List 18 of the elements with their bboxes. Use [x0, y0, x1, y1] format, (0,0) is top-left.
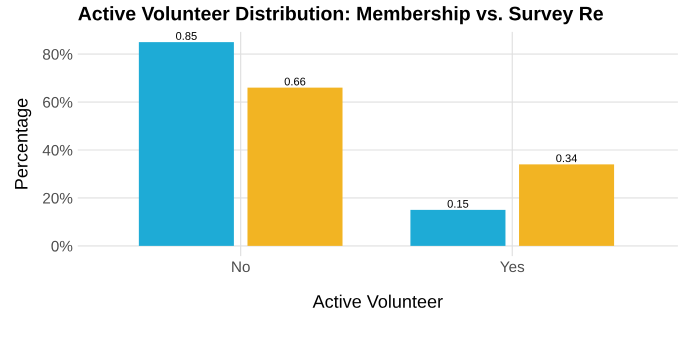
x-tick-label: No	[232, 262, 250, 272]
y-tick-label: 40%	[42, 144, 72, 156]
y-tick-label: 20%	[43, 192, 72, 204]
bar	[410, 210, 506, 246]
x-tick-label: Yes	[500, 262, 524, 272]
bar	[519, 164, 614, 246]
data-label: 0.34	[556, 154, 578, 162]
data-label: 0.85	[176, 32, 197, 40]
x-axis-title: Active Volunteer	[312, 294, 443, 308]
y-axis-title: Percentage	[15, 98, 32, 189]
y-tick-label: 0%	[51, 240, 72, 252]
y-tick-label: 60%	[43, 96, 72, 108]
data-label: 0.66	[284, 78, 306, 86]
data-label: 0.15	[448, 200, 468, 208]
chart-title: Active Volunteer Distribution: Membership vs. Survey Re	[78, 6, 603, 24]
bar	[138, 42, 234, 246]
bar	[247, 88, 343, 246]
y-tick-label: 80%	[42, 48, 72, 60]
